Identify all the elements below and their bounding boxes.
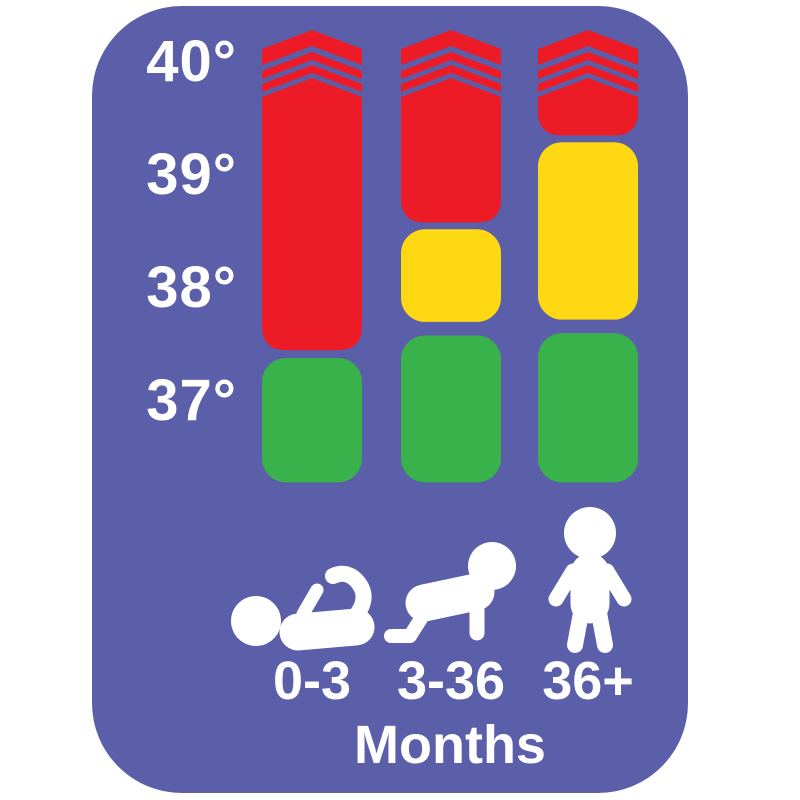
child-standing-icon (548, 507, 632, 653)
normal-green-segment (401, 335, 501, 483)
caution-yellow-segment (538, 142, 638, 320)
y-tick-38: 38° (146, 255, 237, 320)
age-label-0-3: 0-3 (272, 651, 352, 711)
temperature-bar-36+ (538, 30, 638, 483)
normal-green-segment (538, 333, 638, 483)
normal-green-segment (262, 358, 362, 483)
age-label-36plus: 36+ (542, 651, 634, 711)
overflow-chevron-icon (538, 65, 638, 92)
y-tick-40: 40° (146, 29, 237, 94)
overflow-chevron-icon (401, 30, 501, 65)
fever-red-segment (401, 78, 501, 223)
temperature-bar-0-3 (262, 30, 362, 483)
overflow-chevron-icon (262, 30, 362, 65)
y-tick-37: 37° (146, 368, 237, 433)
infant-crawling-icon (384, 542, 516, 643)
fever-red-segment (262, 78, 362, 351)
overflow-chevron-icon (262, 52, 362, 79)
temperature-bars (262, 30, 638, 483)
x-axis-title: Months (354, 715, 546, 775)
overflow-chevron-icon (401, 65, 501, 92)
age-label-3-36: 3-36 (396, 651, 506, 711)
y-tick-39: 39° (146, 142, 237, 207)
caution-yellow-segment (401, 229, 501, 322)
temperature-bar-3-36 (401, 30, 501, 483)
fever-red-segment (538, 78, 638, 136)
overflow-chevron-icon (262, 65, 362, 92)
infant-lying-icon (231, 565, 375, 651)
overflow-chevron-icon (538, 30, 638, 65)
overflow-chevron-icon (538, 52, 638, 79)
overflow-chevron-icon (401, 52, 501, 79)
